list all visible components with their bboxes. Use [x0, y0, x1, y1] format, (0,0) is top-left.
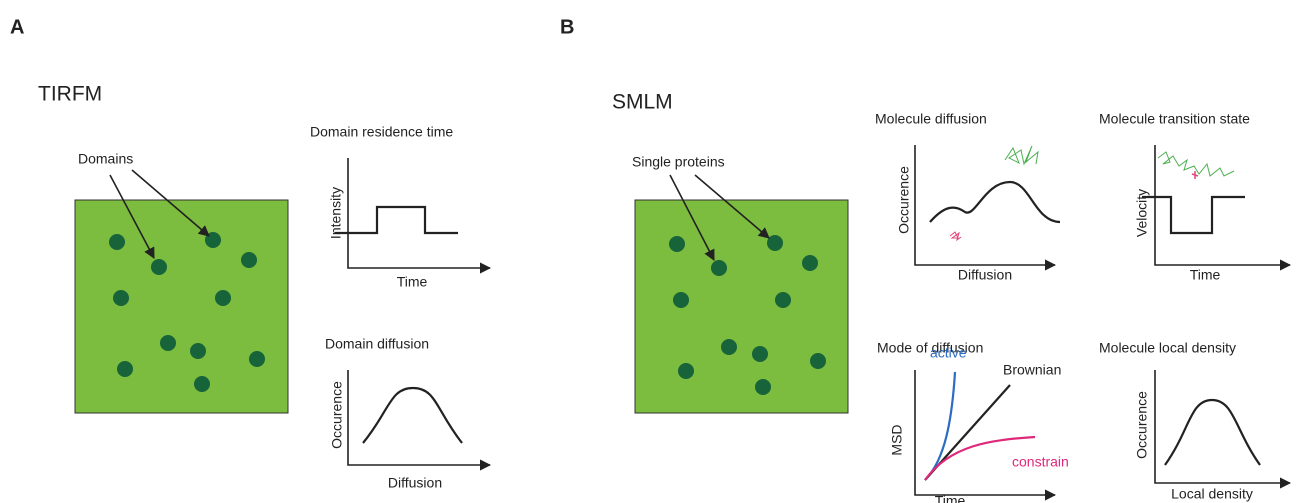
- method-label: TIRFM: [38, 83, 102, 106]
- axes: [348, 158, 490, 268]
- axes: [348, 370, 490, 465]
- axes: [1155, 145, 1290, 265]
- figure: A TIRFM Domains Domain residence time In…: [0, 0, 1296, 503]
- curve: [1142, 197, 1245, 233]
- plot-title: Domain diffusion: [325, 336, 429, 352]
- x-label: Local density: [1171, 486, 1253, 502]
- curve: [363, 388, 462, 443]
- x-label: Diffusion: [388, 475, 442, 491]
- curve-label: constrain: [1012, 454, 1069, 470]
- y-label: MSD: [889, 424, 905, 455]
- y-label: Velocity: [1134, 189, 1150, 237]
- green-field: [635, 200, 848, 413]
- plot-title: Domain residence time: [310, 124, 453, 140]
- curve: [930, 182, 1060, 222]
- x-label: Diffusion: [958, 267, 1012, 283]
- green-field: [75, 200, 288, 413]
- curve: [335, 207, 458, 233]
- y-label: Occurence: [1134, 391, 1150, 459]
- image-label: Single proteins: [632, 154, 725, 170]
- axes: [1155, 370, 1290, 483]
- curve: [1165, 400, 1260, 465]
- curve-label: active: [930, 345, 967, 361]
- x-label: Time: [397, 274, 428, 290]
- image-label: Domains: [78, 151, 133, 167]
- plot-title: Molecule local density: [1099, 340, 1236, 356]
- x-label: Time: [1190, 267, 1221, 283]
- method-label: SMLM: [612, 91, 673, 114]
- axes: [915, 370, 1055, 495]
- y-label: Intensity: [328, 187, 344, 239]
- trajectory: [950, 232, 961, 240]
- panel-label: A: [10, 16, 24, 38]
- y-label: Occurence: [329, 381, 345, 449]
- y-label: Occurence: [896, 166, 912, 234]
- plot-title: Molecule diffusion: [875, 111, 987, 127]
- transition: [1192, 171, 1198, 179]
- trajectory: [1005, 146, 1038, 164]
- plot-title: Molecule transition state: [1099, 111, 1250, 127]
- panel-label: B: [560, 16, 574, 38]
- x-label: Time: [935, 493, 966, 503]
- trajectory: [1158, 152, 1234, 176]
- curve-label: Brownian: [1003, 362, 1061, 378]
